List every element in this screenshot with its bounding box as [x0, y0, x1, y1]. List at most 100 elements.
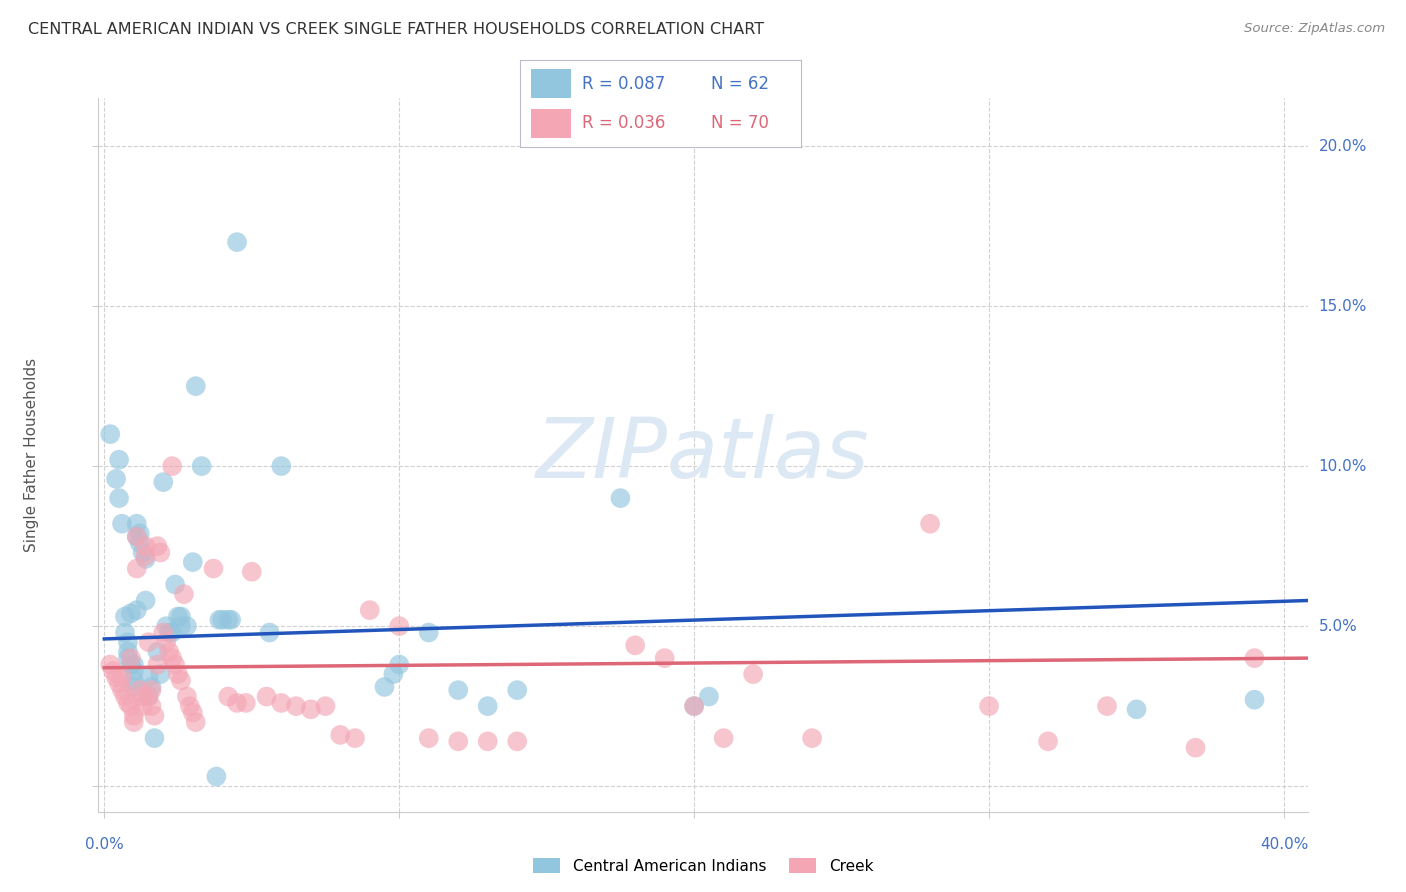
Point — [122, 657, 145, 672]
Point — [211, 613, 233, 627]
Point — [977, 699, 1000, 714]
Point — [506, 683, 529, 698]
Point — [141, 680, 163, 694]
Point — [176, 619, 198, 633]
Point — [149, 667, 172, 681]
Point — [256, 690, 278, 704]
Point — [359, 603, 381, 617]
Point — [105, 472, 128, 486]
Point — [108, 491, 131, 505]
Point — [138, 690, 160, 704]
Point — [418, 625, 440, 640]
Point — [135, 539, 157, 553]
Point — [202, 561, 225, 575]
Point — [170, 609, 193, 624]
Point — [1125, 702, 1147, 716]
Point — [167, 609, 190, 624]
Point — [114, 625, 136, 640]
Point — [122, 708, 145, 723]
Point — [217, 613, 239, 627]
Point — [98, 657, 121, 672]
Point — [742, 667, 765, 681]
Point — [138, 690, 160, 704]
Text: ZIPatlas: ZIPatlas — [536, 415, 870, 495]
Point — [131, 699, 153, 714]
Point — [184, 379, 207, 393]
Point — [167, 667, 190, 681]
Point — [447, 683, 470, 698]
Point — [235, 696, 257, 710]
Point — [477, 699, 499, 714]
Point — [1036, 734, 1059, 748]
Text: 15.0%: 15.0% — [1319, 299, 1367, 314]
Point — [697, 690, 720, 704]
Point — [128, 536, 150, 550]
Point — [1243, 692, 1265, 706]
Point — [713, 731, 735, 745]
Legend: Central American Indians, Creek: Central American Indians, Creek — [527, 852, 879, 880]
Point — [920, 516, 942, 531]
Point — [683, 699, 706, 714]
Point — [160, 459, 183, 474]
Point — [143, 731, 166, 745]
Point — [117, 696, 139, 710]
Point — [108, 452, 131, 467]
Point — [111, 683, 134, 698]
Point — [120, 657, 142, 672]
Point — [184, 715, 207, 730]
Point — [152, 625, 174, 640]
Point — [131, 690, 153, 704]
Point — [146, 539, 169, 553]
Point — [108, 677, 131, 691]
Point — [152, 475, 174, 489]
Point — [270, 459, 292, 474]
Point — [122, 680, 145, 694]
Point — [329, 728, 352, 742]
Text: 20.0%: 20.0% — [1319, 138, 1367, 153]
Point — [149, 545, 172, 559]
Point — [683, 699, 706, 714]
Point — [654, 651, 676, 665]
Point — [270, 696, 292, 710]
Point — [173, 587, 195, 601]
Text: 0.0%: 0.0% — [84, 837, 124, 852]
Point — [170, 673, 193, 688]
Point — [285, 699, 308, 714]
Point — [226, 235, 249, 249]
Point — [122, 673, 145, 688]
Point — [125, 561, 148, 575]
Point — [125, 516, 148, 531]
Point — [217, 690, 239, 704]
Point — [146, 645, 169, 659]
Point — [128, 683, 150, 698]
Point — [373, 680, 395, 694]
Point — [388, 657, 411, 672]
Point — [122, 715, 145, 730]
Point — [388, 619, 411, 633]
Point — [477, 734, 499, 748]
Bar — [531, 109, 571, 137]
Point — [176, 690, 198, 704]
Point — [111, 670, 134, 684]
Point — [155, 635, 177, 649]
Point — [117, 645, 139, 659]
Point — [155, 619, 177, 633]
Point — [170, 619, 193, 633]
Point — [111, 516, 134, 531]
Point — [181, 706, 204, 720]
Text: N = 70: N = 70 — [711, 114, 769, 132]
Text: R = 0.087: R = 0.087 — [582, 75, 665, 93]
Point — [138, 635, 160, 649]
Point — [101, 664, 124, 678]
Point — [138, 670, 160, 684]
Point — [299, 702, 322, 716]
Point — [114, 690, 136, 704]
Text: Single Father Households: Single Father Households — [24, 358, 39, 552]
Point — [131, 545, 153, 559]
Point — [120, 607, 142, 621]
Text: CENTRAL AMERICAN INDIAN VS CREEK SINGLE FATHER HOUSEHOLDS CORRELATION CHART: CENTRAL AMERICAN INDIAN VS CREEK SINGLE … — [28, 22, 765, 37]
Point — [447, 734, 470, 748]
Point — [141, 683, 163, 698]
Point — [120, 699, 142, 714]
Point — [125, 603, 148, 617]
